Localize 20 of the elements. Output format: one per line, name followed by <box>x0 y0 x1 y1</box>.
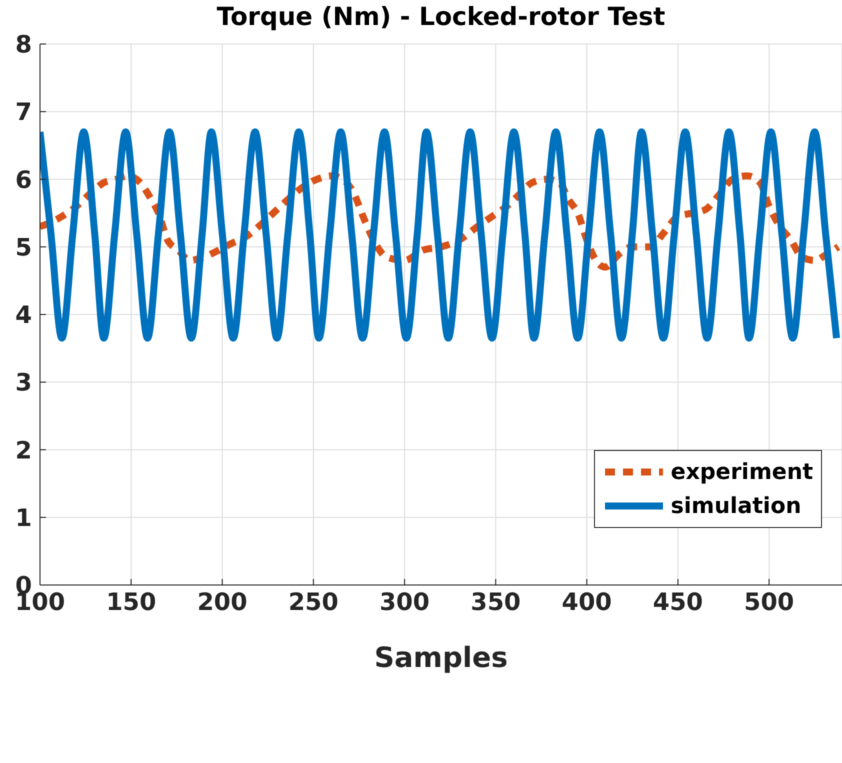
x-tick-label: 200 <box>197 588 248 616</box>
legend-label: experiment <box>670 460 813 484</box>
x-tick-label: 350 <box>470 588 521 616</box>
x-axis-title: Samples <box>374 641 508 674</box>
y-tick-label: 8 <box>15 30 32 59</box>
x-tick-label: 300 <box>379 588 430 616</box>
chart-title: Torque (Nm) - Locked-rotor Test <box>216 2 666 31</box>
y-tick-label: 3 <box>15 368 32 397</box>
y-tick-label: 4 <box>15 301 32 330</box>
x-tick-label: 500 <box>744 588 794 616</box>
y-tick-label: 5 <box>15 233 32 262</box>
legend-label: simulation <box>670 494 802 518</box>
x-tick-label: 400 <box>562 588 612 616</box>
y-tick-label: 2 <box>15 436 32 464</box>
x-tick-label: 250 <box>288 588 338 616</box>
y-tick-label: 7 <box>15 98 32 126</box>
x-tick-label: 150 <box>106 588 156 616</box>
y-tick-label: 1 <box>15 504 32 532</box>
x-tick-label: 450 <box>652 588 704 616</box>
y-tick-label: 6 <box>15 166 32 194</box>
